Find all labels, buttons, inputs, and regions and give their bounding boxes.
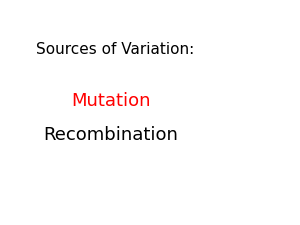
Text: Sources of Variation:: Sources of Variation: <box>36 42 194 57</box>
Text: Mutation: Mutation <box>71 92 151 110</box>
Text: Recombination: Recombination <box>44 126 178 144</box>
